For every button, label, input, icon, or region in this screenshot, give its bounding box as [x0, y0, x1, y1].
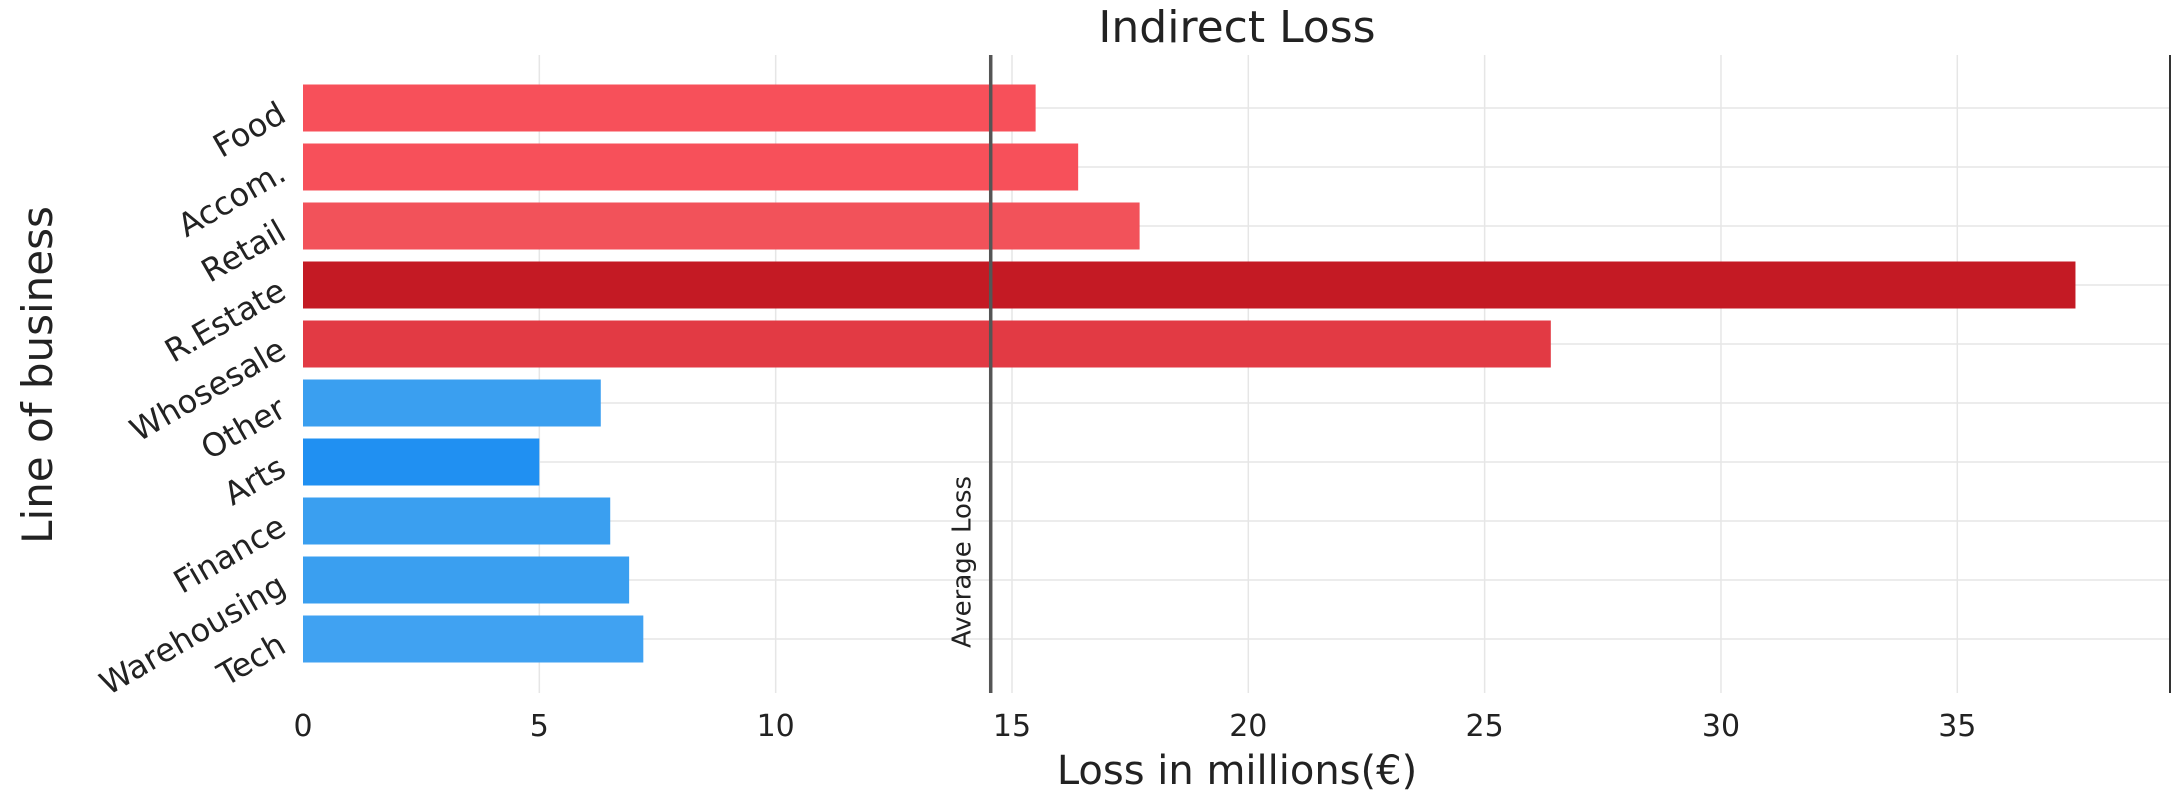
bar	[303, 497, 611, 545]
x-axis-label: Loss in millions(€)	[1057, 748, 1417, 793]
bar	[303, 143, 1079, 191]
bar	[303, 438, 540, 486]
x-tick-label: 0	[293, 709, 312, 744]
bar	[303, 261, 2076, 309]
bar	[303, 615, 644, 663]
x-tick-label: 5	[530, 709, 549, 744]
bar	[303, 556, 630, 604]
x-tick-label: 15	[993, 709, 1031, 744]
y-axis-label: Line of business	[13, 206, 62, 544]
bar	[303, 202, 1140, 250]
average-loss-reference: Average Loss	[948, 55, 993, 693]
x-tick-labels: 0 5 10 15 20 25 30 35	[293, 709, 1976, 744]
chart-title: Indirect Loss	[1098, 2, 1375, 53]
y-tick-label: Food	[207, 94, 292, 165]
bar	[303, 84, 1036, 132]
average-loss-label: Average Loss	[948, 476, 978, 648]
x-tick-label: 10	[757, 709, 795, 744]
bar	[303, 379, 601, 427]
y-tick-labels: FoodAccom.RetailR.EstateWhosesaleOtherAr…	[93, 94, 293, 703]
x-tick-label: 30	[1702, 709, 1740, 744]
bar	[303, 320, 1551, 368]
x-tick-label: 20	[1229, 709, 1267, 744]
bars	[303, 84, 2076, 663]
x-tick-label: 25	[1466, 709, 1504, 744]
x-tick-label: 35	[1938, 709, 1976, 744]
